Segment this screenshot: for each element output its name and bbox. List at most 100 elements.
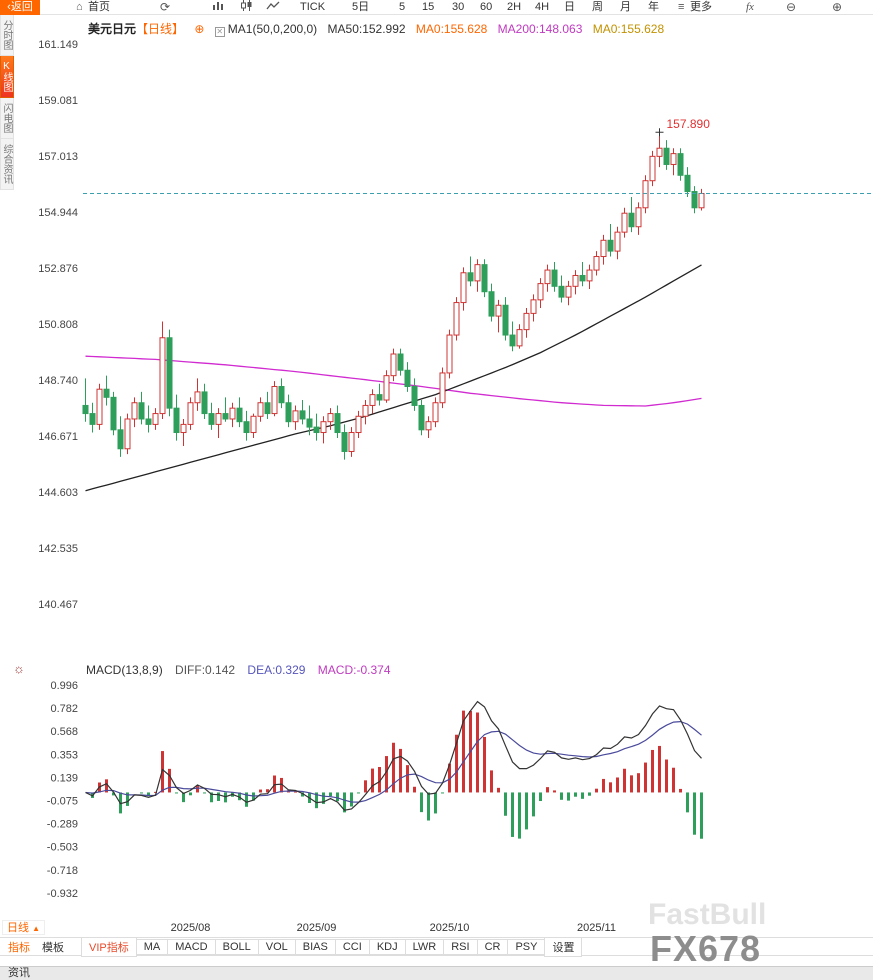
- candle: [229, 402, 236, 428]
- candle: [425, 416, 432, 438]
- tab-vip[interactable]: VIP指标: [81, 936, 137, 957]
- peak-marker: 157.890: [655, 117, 710, 137]
- bar-chart-icon[interactable]: [212, 0, 225, 15]
- period-15[interactable]: 15: [422, 1, 435, 13]
- svg-text:2025/10: 2025/10: [430, 922, 470, 934]
- formula-icon[interactable]: fx: [746, 1, 754, 13]
- candle: [558, 275, 565, 303]
- macd-diff-value: DIFF:0.142: [175, 663, 236, 677]
- candle: [222, 397, 229, 422]
- candle: [292, 405, 299, 430]
- zoom-in-icon[interactable]: ⊕: [832, 0, 843, 14]
- y-axis-macd: 0.996 0.782 0.568 0.353 0.139 -0.075 -0.289 -0.…: [47, 680, 78, 900]
- candle: [523, 307, 530, 338]
- tab-indicators[interactable]: 指标: [8, 941, 30, 954]
- sidebar-item-kline[interactable]: K线图: [0, 56, 14, 98]
- chart-type-sidebar: 分时图 K线图 闪电图 综合资讯: [0, 15, 14, 190]
- candle: [418, 400, 425, 436]
- candle: [159, 321, 166, 419]
- candle: [635, 202, 642, 235]
- chevron-up-icon: ▲: [32, 924, 40, 933]
- period-4h[interactable]: 4H: [535, 1, 550, 13]
- period-year[interactable]: 年: [648, 1, 659, 13]
- period-tick[interactable]: TICK: [300, 1, 326, 13]
- svg-text:0.782: 0.782: [50, 703, 78, 715]
- candle: [614, 226, 621, 260]
- candle: [691, 186, 698, 214]
- period-60[interactable]: 60: [480, 1, 493, 13]
- sidebar-item-lightning[interactable]: 闪电图: [0, 98, 14, 139]
- candle: [607, 224, 614, 257]
- candle: [628, 196, 635, 233]
- period-5[interactable]: 5: [399, 1, 406, 13]
- candle: [474, 259, 481, 292]
- symbol-period: 【日线】: [136, 22, 185, 36]
- candle: [236, 397, 243, 428]
- candle: [530, 294, 537, 322]
- svg-text:150.808: 150.808: [38, 319, 78, 331]
- ma200-value: MA200:148.063: [497, 22, 583, 36]
- period-month[interactable]: 月: [620, 1, 631, 13]
- svg-text:0.996: 0.996: [50, 680, 78, 692]
- tab-settings[interactable]: 设置: [544, 936, 583, 957]
- period-5d[interactable]: 5日: [352, 1, 370, 13]
- period-day[interactable]: 日: [564, 1, 575, 13]
- indicator-tabbar: 指标 模板 VIP指标 MA MACD BOLL VOL BIAS CCI KD…: [0, 936, 873, 957]
- indicator-settings-icon[interactable]: ☼: [13, 661, 25, 676]
- sidebar-item-news[interactable]: 综合资讯: [0, 139, 14, 190]
- footer-tab-news[interactable]: 资讯: [8, 967, 30, 979]
- tab-cci[interactable]: CCI: [334, 938, 370, 955]
- candle: [103, 375, 110, 406]
- add-compare-icon[interactable]: ⊕: [194, 22, 205, 36]
- candle: [453, 297, 460, 341]
- more-button[interactable]: 更多: [690, 1, 712, 13]
- svg-text:140.467: 140.467: [38, 599, 78, 611]
- tab-templates[interactable]: 模板: [42, 941, 64, 954]
- svg-text:-0.289: -0.289: [47, 819, 78, 831]
- period-30[interactable]: 30: [452, 1, 465, 13]
- tab-cr[interactable]: CR: [476, 938, 509, 955]
- tab-bias[interactable]: BIAS: [294, 938, 336, 955]
- candle: [698, 188, 705, 211]
- candle: [334, 405, 341, 438]
- back-button[interactable]: ‹返回: [0, 0, 40, 15]
- svg-text:2025/09: 2025/09: [297, 922, 337, 934]
- ma200-line: [85, 355, 702, 407]
- svg-text:154.944: 154.944: [38, 207, 78, 219]
- tab-macd[interactable]: MACD: [167, 938, 216, 955]
- candle: [390, 348, 397, 382]
- candle: [145, 405, 152, 433]
- candle: [271, 381, 278, 417]
- ma50-line: [85, 264, 702, 492]
- chart-header: 美元日元【日线】 ⊕ ✕ MA1(50,0,200,0) MA50:152.992…: [88, 20, 671, 37]
- candle: [593, 251, 600, 276]
- candle: [537, 278, 544, 308]
- period-2h[interactable]: 2H: [507, 1, 522, 13]
- candle: [299, 400, 306, 425]
- candle: [516, 324, 523, 349]
- tab-vol[interactable]: VOL: [257, 938, 296, 955]
- tab-psy[interactable]: PSY: [507, 938, 546, 955]
- period-week[interactable]: 周: [592, 1, 603, 13]
- line-chart-icon[interactable]: [266, 0, 280, 15]
- candlestick-chart-icon[interactable]: [240, 0, 253, 15]
- svg-text:159.081: 159.081: [38, 95, 78, 107]
- candle: [663, 140, 670, 170]
- sidebar-item-timeline[interactable]: 分时图: [0, 15, 14, 56]
- tab-rsi[interactable]: RSI: [443, 938, 478, 955]
- tab-kdj[interactable]: KDJ: [368, 938, 406, 955]
- tab-boll[interactable]: BOLL: [214, 938, 259, 955]
- macd-params-label: MACD(13,8,9): [86, 663, 163, 677]
- home-icon[interactable]: ⌂: [76, 1, 83, 13]
- tab-ma[interactable]: MA: [135, 938, 169, 955]
- tab-lwr[interactable]: LWR: [404, 938, 445, 955]
- candle: [600, 234, 607, 265]
- refresh-icon[interactable]: ⟳: [160, 0, 171, 14]
- home-button[interactable]: 首页: [88, 1, 110, 13]
- ma-settings-icon[interactable]: ✕: [214, 27, 225, 37]
- period-dropdown[interactable]: 日线 ▲: [2, 920, 45, 935]
- zoom-out-icon[interactable]: ⊖: [786, 0, 797, 14]
- menu-icon[interactable]: ≡: [678, 1, 685, 13]
- candle: [495, 299, 502, 333]
